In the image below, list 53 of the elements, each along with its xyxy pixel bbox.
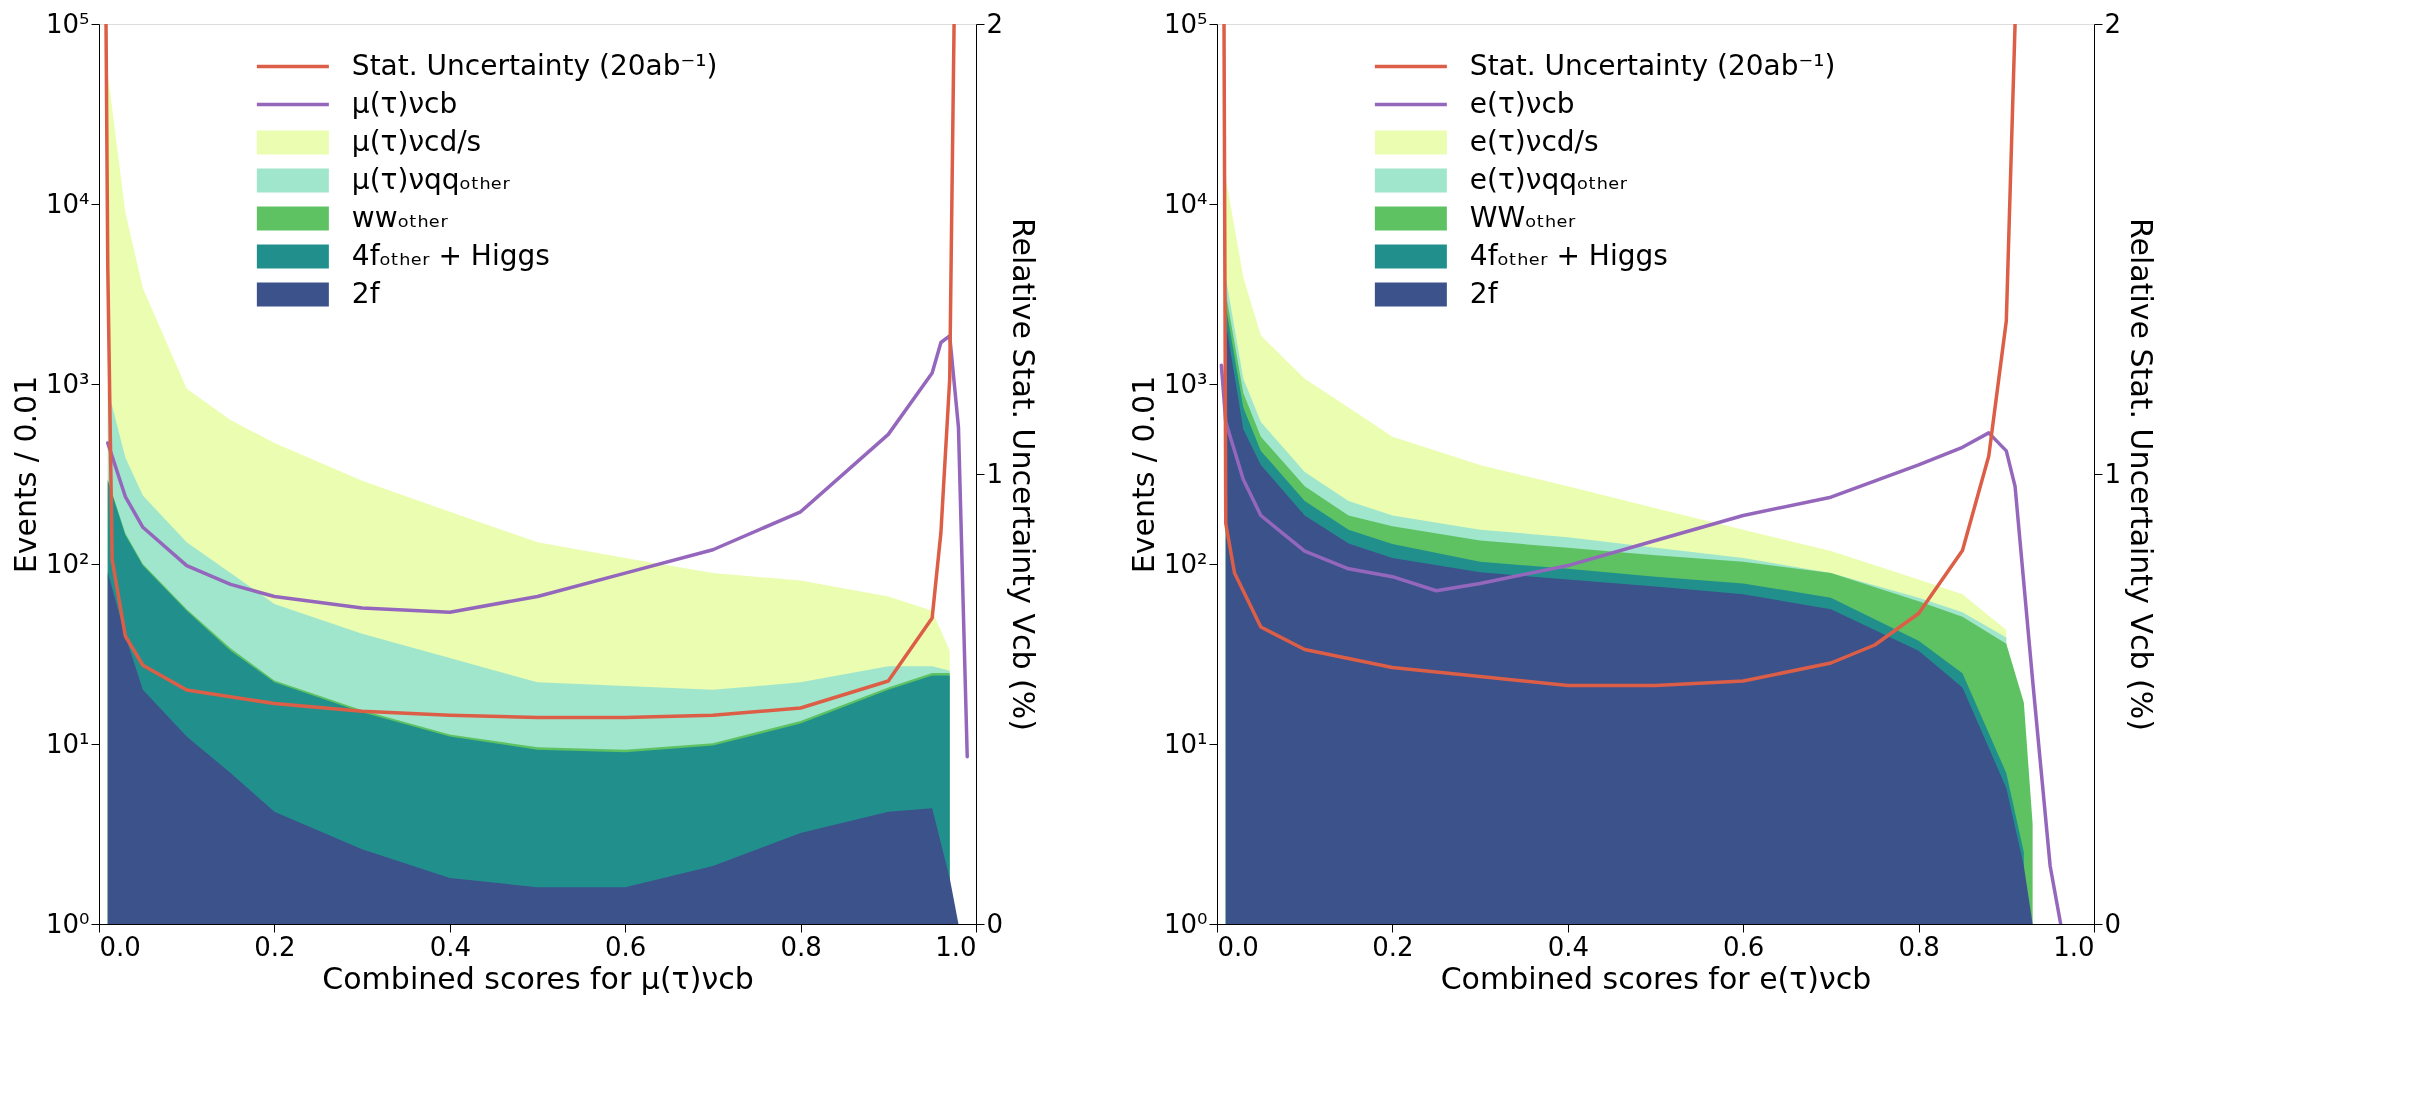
y-tick-label: 10⁴ xyxy=(45,188,90,219)
legend-label: wwₒₜₕₑᵣ xyxy=(351,200,449,234)
x-tick-label: 0.2 xyxy=(254,931,296,962)
line-series xyxy=(104,24,956,720)
x-tick-label: 0.2 xyxy=(1372,931,1414,962)
y2-axis-title: Relative Stat. Uncertainty Vcb (%) xyxy=(2124,218,2160,731)
y2-tick-label: 0 xyxy=(986,908,1004,939)
x-tick-label: 0.4 xyxy=(429,931,471,962)
legend-label: μ(τ)νcd/s xyxy=(351,124,482,158)
y2-tick-label: 2 xyxy=(2104,8,2122,39)
x-tick-label: 1.0 xyxy=(2053,931,2095,962)
legend-label: 4fₒₜₕₑᵣ + Higgs xyxy=(1469,238,1668,272)
y-axis-title: Events / 0.01 xyxy=(7,375,43,574)
y-tick-label: 10³ xyxy=(1163,368,1208,399)
x-tick-label: 0.8 xyxy=(780,931,822,962)
x-axis-title: Combined scores for e(τ)νcb xyxy=(1440,960,1872,996)
y-axis-title: Events / 0.01 xyxy=(1125,375,1161,574)
legend-label: Stat. Uncertainty (20ab⁻¹) xyxy=(1469,48,1836,82)
x-axis-title: Combined scores for μ(τ)νcb xyxy=(322,960,754,996)
y-tick-label: 10² xyxy=(1163,548,1208,579)
y-tick-label: 10⁵ xyxy=(1163,8,1208,39)
x-tick-label: 0.0 xyxy=(99,931,141,962)
y-tick-label: 10¹ xyxy=(45,728,90,759)
y-tick-label: 10⁵ xyxy=(45,8,90,39)
x-tick-label: 1.0 xyxy=(935,931,977,962)
legend-label: μ(τ)νqqₒₜₕₑᵣ xyxy=(351,162,511,196)
line-series xyxy=(1222,24,2017,688)
y2-tick-label: 2 xyxy=(986,8,1004,39)
legend-label: e(τ)νqqₒₜₕₑᵣ xyxy=(1469,162,1628,196)
x-tick-label: 0.4 xyxy=(1547,931,1589,962)
line-series xyxy=(106,334,969,759)
x-tick-label: 0.6 xyxy=(605,931,647,962)
y2-tick-label: 1 xyxy=(2104,458,2122,489)
legend-label: μ(τ)νcb xyxy=(351,86,458,120)
legend-label: Stat. Uncertainty (20ab⁻¹) xyxy=(351,48,718,82)
y2-axis-title: Relative Stat. Uncertainty Vcb (%) xyxy=(1006,218,1042,731)
y-tick-label: 10⁰ xyxy=(1163,908,1208,939)
x-tick-label: 0.0 xyxy=(1217,931,1259,962)
legend-label: 4fₒₜₕₑᵣ + Higgs xyxy=(351,238,550,272)
y-tick-label: 10³ xyxy=(45,368,90,399)
legend-label: WWₒₜₕₑᵣ xyxy=(1469,200,1577,234)
legend-label: e(τ)νcb xyxy=(1469,86,1575,120)
y-tick-label: 10² xyxy=(45,548,90,579)
y-tick-label: 10⁰ xyxy=(45,908,90,939)
legend-label: e(τ)νcd/s xyxy=(1469,124,1599,158)
y2-tick-label: 1 xyxy=(986,458,1004,489)
legend-label: 2f xyxy=(351,276,381,310)
x-tick-label: 0.8 xyxy=(1898,931,1940,962)
y-tick-label: 10⁴ xyxy=(1163,188,1208,219)
y-tick-label: 10¹ xyxy=(1163,728,1208,759)
legend-label: 2f xyxy=(1469,276,1499,310)
y2-tick-label: 0 xyxy=(2104,908,2122,939)
x-tick-label: 0.6 xyxy=(1723,931,1765,962)
